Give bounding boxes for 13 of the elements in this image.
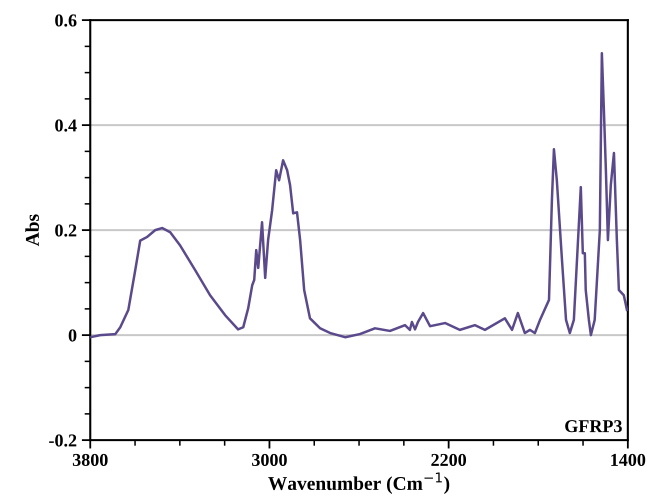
annotation: GFRP3 [565,420,622,432]
y-tick-label: 0.2 [55,224,76,237]
x-tick-label: 3000 [252,454,287,466]
x-tick-label: 3800 [72,454,108,466]
y-tick-label: -0.2 [49,434,76,447]
x-tick-label: 2200 [431,454,466,466]
line-series [90,52,628,338]
y-tick-label: 0 [68,329,76,342]
y-axis-title: Abs [25,214,39,246]
y-tick-label: 0.4 [55,119,77,132]
x-axis-title: Wavenumber (Cm$^{−1}$) [268,472,450,494]
y-tick-label: 0.6 [55,14,77,27]
x-tick-label: 1400 [611,454,646,466]
